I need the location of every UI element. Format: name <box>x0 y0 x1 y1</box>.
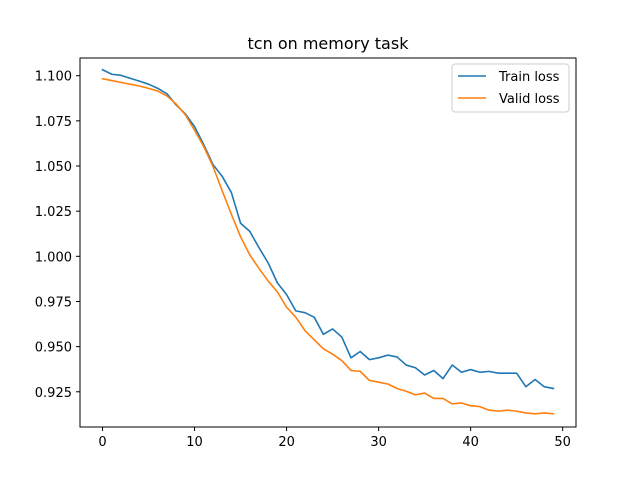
y-tick-label: 1.000 <box>35 250 72 265</box>
y-tick-label: 1.025 <box>35 205 72 220</box>
legend: Train loss Valid loss <box>451 63 570 113</box>
y-tick-label: 1.050 <box>35 160 72 175</box>
series-line-valid-loss <box>101 77 555 415</box>
axes-layer: 0 10 20 30 40 50 0.925 0.950 0.975 1.000 1.025 1.05… <box>35 70 571 450</box>
x-tick-label: 20 <box>278 435 295 450</box>
legend-label: Valid loss <box>499 92 560 107</box>
chart-title: tcn on memory task <box>248 34 410 53</box>
y-tick-label: 1.100 <box>35 70 72 85</box>
x-tick-label: 0 <box>98 435 106 450</box>
y-tick-label: 0.925 <box>35 386 72 401</box>
x-tick-label: 40 <box>462 435 479 450</box>
y-tick-label: 0.975 <box>35 295 72 310</box>
plot-frame <box>79 57 577 428</box>
y-tick-label: 1.075 <box>35 115 72 130</box>
x-tick-label: 50 <box>554 435 571 450</box>
y-tick-label: 0.950 <box>35 341 72 356</box>
x-tick-label: 30 <box>370 435 387 450</box>
series-layer <box>101 68 555 415</box>
legend-label: Train loss <box>498 70 560 85</box>
x-tick-label: 10 <box>186 435 203 450</box>
